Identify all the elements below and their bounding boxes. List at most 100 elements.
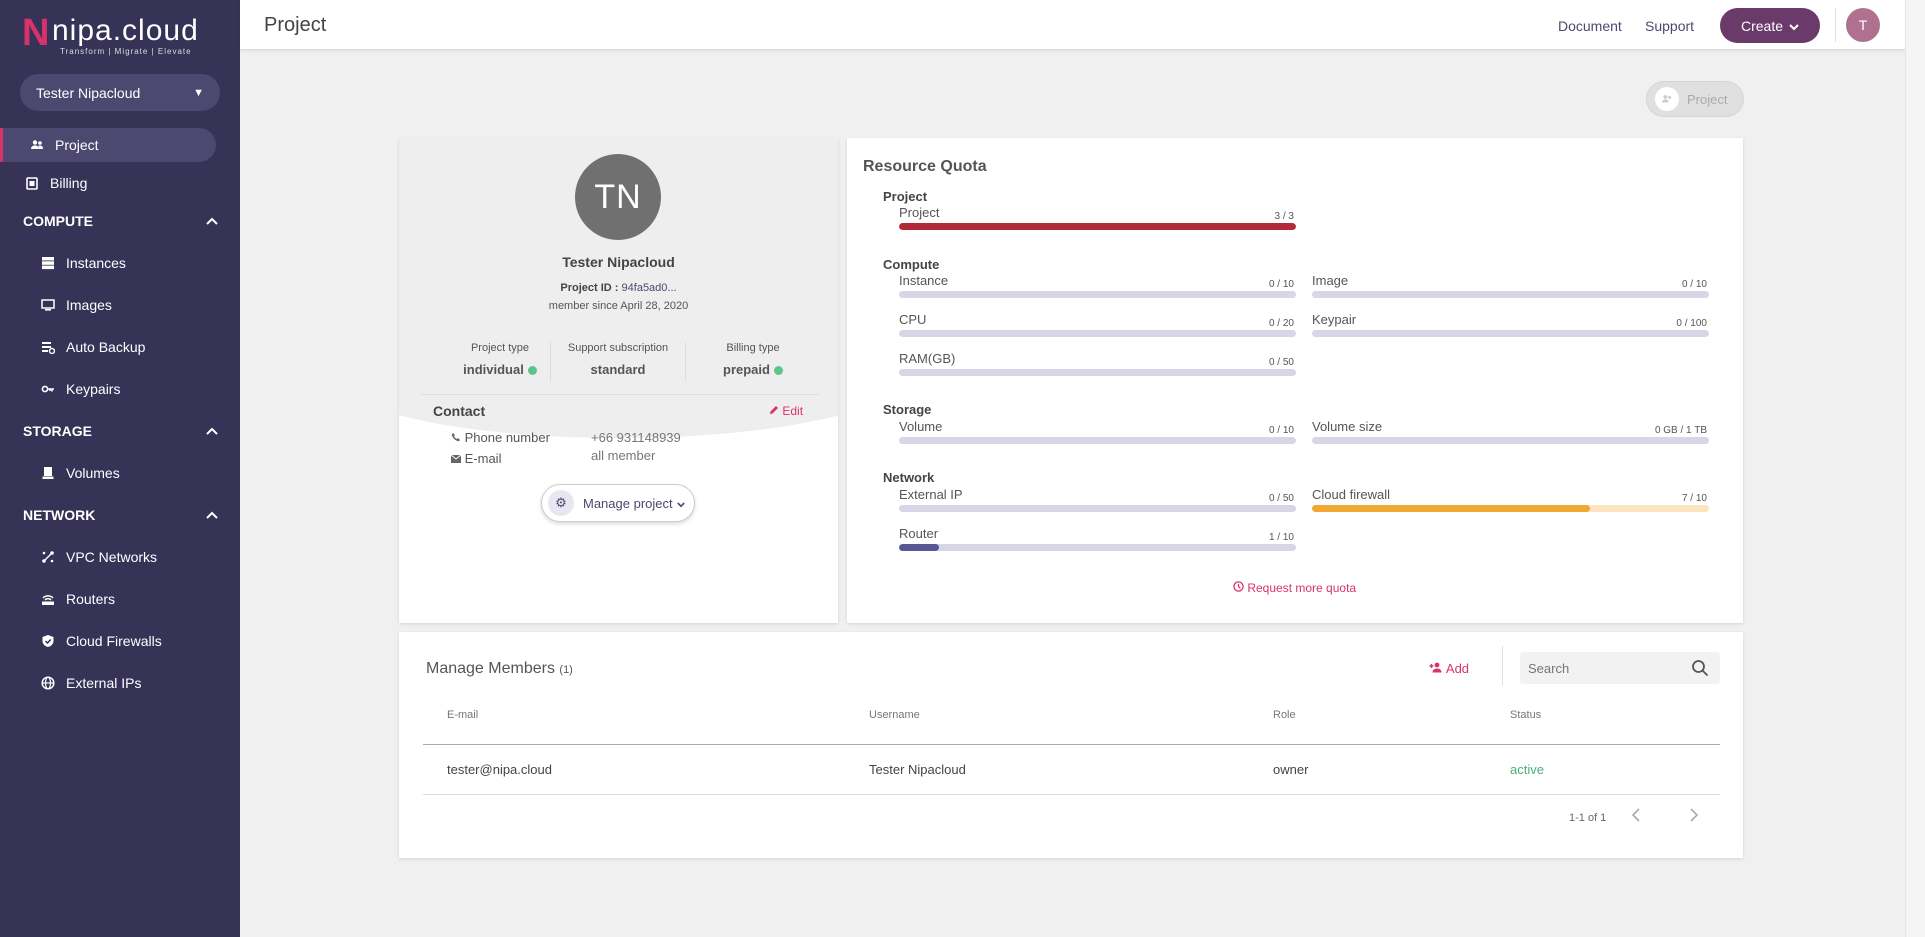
column-header-username[interactable]: Username bbox=[869, 709, 920, 721]
sidebar-item-billing[interactable]: Billing bbox=[0, 166, 216, 200]
add-label: Add bbox=[1445, 661, 1470, 676]
phone-icon bbox=[451, 430, 465, 445]
project-type-label: Project type bbox=[470, 342, 530, 354]
top-bar: Project Document Support Create T bbox=[240, 0, 1905, 50]
logo[interactable]: N nipa.cloud Transform | Migrate | Eleva… bbox=[22, 14, 212, 56]
project-id-value[interactable]: 94fa5ad0... bbox=[621, 282, 677, 294]
divider bbox=[1502, 646, 1503, 686]
quota-group-compute: Compute bbox=[883, 257, 940, 272]
quota-keypair: Keypair 0 / 100 bbox=[1312, 312, 1709, 342]
quota-bar bbox=[1312, 330, 1709, 337]
column-header-role[interactable]: Role bbox=[1273, 709, 1296, 721]
sidebar-section-network[interactable]: NETWORK bbox=[0, 498, 240, 532]
add-user-icon bbox=[1429, 661, 1446, 676]
quota-bar bbox=[1312, 291, 1709, 298]
quota-router: Router 1 / 10 bbox=[899, 526, 1296, 556]
quota-bar-fill bbox=[899, 223, 1296, 230]
quota-name: CPU bbox=[899, 312, 927, 327]
sidebar-item-routers[interactable]: Routers bbox=[0, 582, 216, 616]
sidebar-section-storage[interactable]: STORAGE bbox=[0, 414, 240, 448]
support-value: standard bbox=[590, 362, 646, 377]
quota-name: External IP bbox=[899, 487, 963, 502]
chevron-down-icon bbox=[1789, 18, 1799, 34]
sidebar: N nipa.cloud Transform | Migrate | Eleva… bbox=[0, 0, 240, 937]
sidebar-item-volumes[interactable]: Volumes bbox=[0, 456, 216, 490]
sidebar-item-label: Routers bbox=[66, 591, 116, 607]
org-selector[interactable]: Tester Nipacloud ▼ bbox=[20, 74, 220, 111]
logo-tagline: Transform | Migrate | Elevate bbox=[60, 47, 192, 56]
column-header-status[interactable]: Status bbox=[1510, 709, 1542, 721]
key-icon bbox=[40, 381, 56, 397]
quota-count: 7 / 10 bbox=[1681, 493, 1707, 504]
page-title: Project bbox=[264, 14, 327, 36]
scrollbar[interactable] bbox=[1905, 0, 1925, 937]
phone-label: Phone number bbox=[464, 430, 550, 445]
create-label: Create bbox=[1740, 17, 1784, 34]
create-button[interactable]: Create bbox=[1720, 8, 1820, 43]
sidebar-item-project[interactable]: Project bbox=[0, 128, 216, 162]
chevron-up-icon bbox=[206, 508, 218, 522]
quota-name: Image bbox=[1312, 273, 1349, 288]
billing-icon bbox=[24, 175, 40, 191]
chevron-up-icon bbox=[206, 214, 218, 228]
quota-bar bbox=[899, 505, 1296, 512]
org-name: Tester Nipacloud bbox=[36, 84, 141, 101]
quota-count: 0 / 10 bbox=[1268, 425, 1294, 436]
divider bbox=[1835, 8, 1836, 42]
pencil-icon bbox=[769, 404, 782, 418]
sidebar-item-instances[interactable]: Instances bbox=[0, 246, 216, 280]
sidebar-item-external-ips[interactable]: External IPs bbox=[0, 666, 216, 700]
sidebar-item-vpc-networks[interactable]: VPC Networks bbox=[0, 540, 216, 574]
quota-name: Keypair bbox=[1312, 312, 1357, 327]
sidebar-item-label: Images bbox=[66, 297, 112, 313]
quota-count: 0 / 50 bbox=[1268, 493, 1294, 504]
request-quota-link[interactable]: Request more quota bbox=[1233, 581, 1356, 595]
user-avatar[interactable]: T bbox=[1846, 8, 1880, 42]
sidebar-item-label: Keypairs bbox=[66, 381, 121, 397]
cell-email: tester@nipa.cloud bbox=[447, 762, 552, 777]
edit-contact-button[interactable]: Edit bbox=[769, 404, 803, 418]
project-toggle[interactable]: Project bbox=[1646, 81, 1744, 117]
sidebar-item-keypairs[interactable]: Keypairs bbox=[0, 372, 216, 406]
members-title-text: Manage Members bbox=[426, 660, 555, 677]
add-member-button[interactable]: Add bbox=[1429, 661, 1469, 676]
cell-role: owner bbox=[1273, 762, 1309, 777]
project-avatar: TN bbox=[575, 154, 661, 240]
sidebar-item-cloud-firewalls[interactable]: Cloud Firewalls bbox=[0, 624, 216, 658]
users-icon bbox=[1655, 87, 1679, 111]
quota-bar-fill bbox=[1312, 505, 1590, 512]
sidebar-item-images[interactable]: Images bbox=[0, 288, 216, 322]
phone-value: +66 931148939 bbox=[591, 430, 681, 445]
logo-mark: N bbox=[22, 12, 50, 54]
quota-group-network: Network bbox=[883, 470, 935, 485]
globe-icon bbox=[40, 675, 56, 691]
email-row: E-mail bbox=[450, 451, 501, 466]
volume-icon bbox=[40, 465, 56, 481]
next-page-button[interactable] bbox=[1689, 808, 1699, 827]
column-header-email[interactable]: E-mail bbox=[447, 709, 479, 721]
sidebar-section-compute[interactable]: COMPUTE bbox=[0, 204, 240, 238]
support-link[interactable]: Support bbox=[1645, 18, 1695, 34]
chevron-up-icon bbox=[206, 424, 218, 438]
prev-page-button[interactable] bbox=[1631, 808, 1641, 827]
sidebar-item-auto-backup[interactable]: Auto Backup bbox=[0, 330, 216, 364]
sidebar-item-label: Instances bbox=[66, 255, 126, 271]
search-input[interactable] bbox=[1520, 652, 1720, 684]
document-link[interactable]: Document bbox=[1558, 18, 1622, 34]
table-header-divider bbox=[423, 744, 1720, 745]
sidebar-item-label: Billing bbox=[50, 175, 88, 191]
support-subscription: Support subscription standard bbox=[551, 342, 685, 377]
manage-project-button[interactable]: ⚙ Manage project bbox=[541, 484, 695, 522]
cell-username: Tester Nipacloud bbox=[869, 762, 966, 777]
search-icon[interactable] bbox=[1691, 659, 1709, 677]
quota-image: Image 0 / 10 bbox=[1312, 273, 1709, 303]
network-icon bbox=[40, 549, 56, 565]
quota-bar-fill bbox=[899, 544, 939, 551]
project-owner-name: Tester Nipacloud bbox=[562, 254, 675, 270]
billing-type-value: prepaid bbox=[723, 362, 770, 377]
divider bbox=[421, 394, 819, 395]
quota-ram: RAM(GB) 0 / 50 bbox=[899, 351, 1296, 381]
quota-bar bbox=[1312, 505, 1709, 512]
server-icon bbox=[40, 255, 56, 271]
chevron-down-icon bbox=[676, 496, 685, 511]
